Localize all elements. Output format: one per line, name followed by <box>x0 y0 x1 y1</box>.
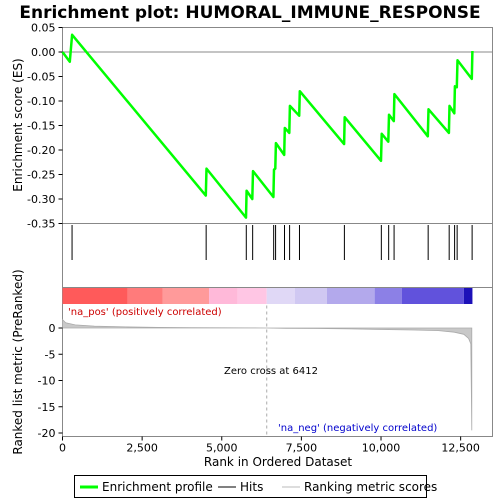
x-axis: 0 2,500 5,000 7,500 10,000 12,500 <box>59 436 480 455</box>
hit-markers <box>71 225 473 260</box>
x-tick-label: 7,500 <box>286 442 318 455</box>
metric-y-tick-label: -5 <box>45 348 56 361</box>
enrichment-profile-line <box>61 33 474 219</box>
es-y-tick-label: -0.25 <box>27 169 55 182</box>
es-y-axis-label: Enrichment score (ES) <box>11 58 25 191</box>
gradient-bar-segment <box>326 288 375 304</box>
x-tick-label: 5,000 <box>206 442 238 455</box>
es-y-tick-label: 0.05 <box>31 22 56 35</box>
metric-y-axis-label: Ranked list metric (PreRanked) <box>11 269 25 454</box>
x-tick-label: 0 <box>59 442 66 455</box>
gradient-bar-segment <box>374 288 402 304</box>
ranking-metric <box>62 305 473 437</box>
legend-label-enrichment: Enrichment profile <box>102 480 213 494</box>
es-y-tick-label: -0.05 <box>27 71 55 84</box>
x-tick-label: 12,500 <box>441 442 480 455</box>
es-y-axis: 0.05 0.00 -0.05 -0.10 -0.15 -0.20 -0.25 -0.30 -0… <box>27 22 63 231</box>
legend-label-hits: Hits <box>240 480 263 494</box>
es-y-tick-label: -0.10 <box>27 95 55 108</box>
gradient-bar-segment <box>209 288 238 304</box>
gradient-bar-segment <box>401 288 464 304</box>
metric-y-tick-label: 0 <box>49 322 56 335</box>
es-y-tick-label: -0.35 <box>27 218 55 231</box>
neg-label: 'na_neg' (negatively correlated) <box>278 423 437 434</box>
metric-y-tick-label: -15 <box>38 401 56 414</box>
x-tick-label: 2,500 <box>126 442 158 455</box>
metric-panel-frame <box>62 287 493 437</box>
pos-label: 'na_pos' (positively correlated) <box>68 307 222 318</box>
enrichment-profile <box>61 33 474 219</box>
zero-cross-label: Zero cross at 6412 <box>224 366 318 377</box>
x-tick-label: 10,000 <box>362 442 401 455</box>
es-y-tick-label: -0.30 <box>27 193 55 206</box>
gradient-bar-segment <box>463 288 473 304</box>
metric-y-tick-label: -20 <box>38 427 56 440</box>
x-axis-label: Rank in Ordered Dataset <box>204 455 352 469</box>
ranking-metric-area <box>62 318 473 431</box>
legend-box <box>74 475 427 498</box>
gradient-bar-segment <box>266 288 296 304</box>
metric-y-tick-label: -10 <box>38 375 56 388</box>
hits-panel-frame <box>62 223 493 288</box>
metric-y-axis: 0 -5 -10 -15 -20 <box>38 322 63 440</box>
gradient-bar-segment <box>127 288 163 304</box>
es-y-tick-label: -0.15 <box>27 120 55 133</box>
gradient-bar <box>62 288 473 304</box>
es-y-tick-label: 0.00 <box>31 46 56 59</box>
legend-label-metric: Ranking metric scores <box>304 480 437 494</box>
gradient-bar-segment <box>62 288 128 304</box>
gradient-bar-segment <box>237 288 267 304</box>
es-y-tick-label: -0.20 <box>27 144 55 157</box>
gradient-bar-segment <box>295 288 327 304</box>
gradient-bar-segment <box>162 288 210 304</box>
chart-title: Enrichment plot: HUMORAL_IMMUNE_RESPONSE <box>19 3 480 23</box>
